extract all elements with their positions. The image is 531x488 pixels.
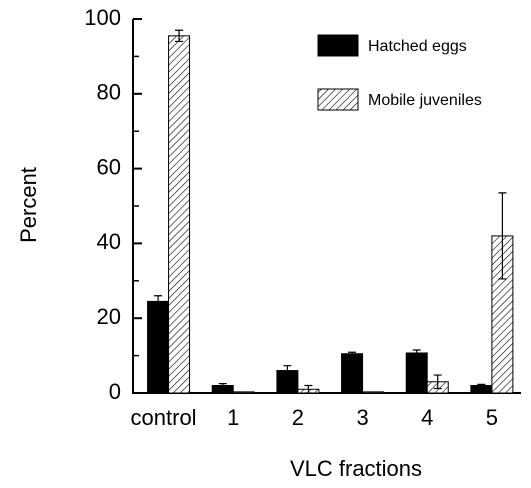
x-tick-label: control <box>131 405 197 430</box>
bar <box>362 391 385 394</box>
x-tick-label: 1 <box>227 405 239 430</box>
x-axis-title: VLC fractions <box>290 456 422 481</box>
error-bar <box>412 349 421 357</box>
bar <box>147 300 170 394</box>
error-bar <box>348 351 357 356</box>
bar <box>341 353 364 394</box>
y-tick-label: 80 <box>97 80 121 105</box>
legend-swatch <box>317 34 359 57</box>
y-tick-label: 0 <box>109 379 121 404</box>
x-tick-label: 2 <box>292 405 304 430</box>
x-tick-label: 4 <box>421 405 433 430</box>
bar <box>405 352 428 394</box>
legend-label: Mobile juveniles <box>368 92 482 109</box>
error-bar <box>283 365 292 377</box>
y-axis-title: Percent <box>16 167 41 243</box>
legend-swatch <box>317 88 359 111</box>
error-bar <box>477 383 486 388</box>
x-tick-label: 3 <box>356 405 368 430</box>
bar <box>232 391 255 394</box>
bar <box>168 35 191 394</box>
x-tick-label: 5 <box>486 405 498 430</box>
y-tick-label: 40 <box>97 229 121 254</box>
error-bar <box>304 384 313 394</box>
y-tick-label: 20 <box>97 304 121 329</box>
y-tick-label: 60 <box>97 154 121 179</box>
error-bar <box>175 29 184 43</box>
error-bar <box>433 374 442 390</box>
error-bar <box>218 383 227 388</box>
error-bar <box>154 295 163 308</box>
legend-label: Hatched eggs <box>368 38 467 55</box>
y-tick-label: 100 <box>84 5 121 30</box>
error-bar <box>498 192 507 280</box>
